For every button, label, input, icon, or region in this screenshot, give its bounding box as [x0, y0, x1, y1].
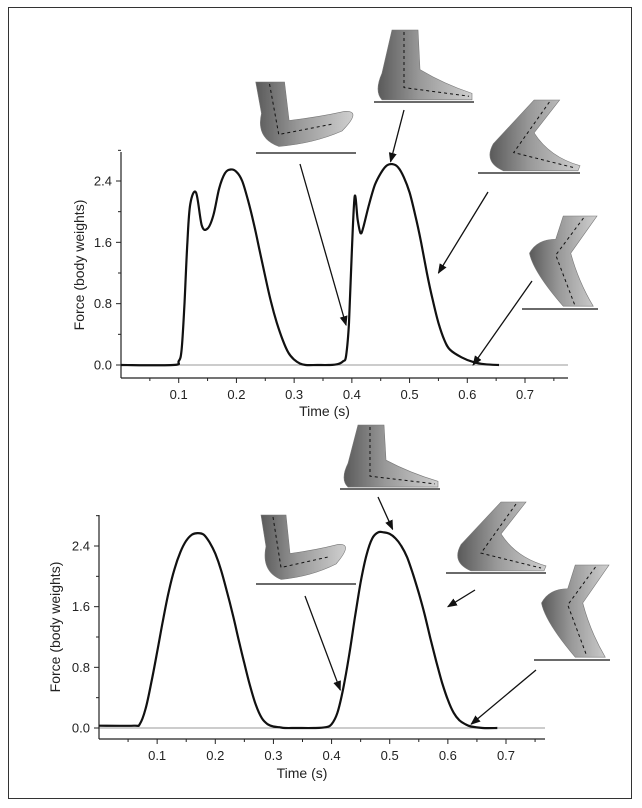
y-tick-label: 0.0 — [94, 358, 112, 373]
foot-silhouette — [489, 99, 581, 172]
foot-silhouette — [377, 29, 473, 101]
x-tick-label: 0.2 — [227, 387, 245, 402]
annotation-arrow — [447, 589, 476, 608]
x-axis-title: Time (s) — [277, 765, 328, 781]
x-tick-label: 0.3 — [264, 748, 282, 763]
foot-posture-image — [446, 501, 547, 574]
chart-1: 0.0 0.8 1.6 2.4 0.1 0.2 0.3 0.4 0.5 0.6 0.7 Time (s… — [71, 109, 568, 419]
y-tick-label: 2.4 — [72, 539, 90, 554]
foot-silhouette — [529, 215, 598, 307]
x-tick-label: 0.7 — [516, 387, 534, 402]
annotation-arrow — [388, 109, 405, 163]
foot-silhouette — [255, 81, 354, 147]
annotation-arrow — [470, 669, 537, 725]
x-tick-label: 0.5 — [401, 387, 419, 402]
foot-posture-image — [340, 424, 440, 490]
foot-posture-image — [534, 564, 610, 661]
y-axis-title: Force (body weights) — [71, 200, 87, 331]
foot-posture-image — [478, 99, 581, 174]
annotation-arrow — [299, 163, 348, 327]
x-tick-label: 0.7 — [497, 748, 515, 763]
y-tick-label: 0.8 — [94, 296, 112, 311]
x-tick-label: 0.4 — [343, 387, 361, 402]
bone-axis-dashed-line — [512, 101, 576, 169]
x-tick-label: 0.6 — [458, 387, 476, 402]
x-tick-label: 0.2 — [206, 748, 224, 763]
foot-posture-image — [255, 81, 356, 154]
x-tick-label: 0.5 — [381, 748, 399, 763]
foot-silhouette — [260, 514, 346, 580]
x-tick-label: 0.1 — [148, 748, 166, 763]
annotation-arrow — [437, 191, 489, 274]
y-tick-label: 2.4 — [94, 174, 112, 189]
x-tick-label: 0.1 — [170, 387, 188, 402]
chart-2: 0.0 0.8 1.6 2.4 0.1 0.2 0.3 0.4 0.5 0.6 0.7 Time (s… — [47, 496, 545, 781]
x-axis-title: Time (s) — [299, 403, 350, 419]
x-tick-label: 0.6 — [439, 748, 457, 763]
foot-silhouette — [343, 424, 439, 488]
annotation-arrow — [304, 595, 341, 692]
foot-silhouette — [457, 501, 547, 572]
annotation-arrow — [472, 280, 533, 366]
force-curve-line — [120, 162, 500, 367]
x-tick-label: 0.3 — [285, 387, 303, 402]
y-tick-label: 1.6 — [72, 599, 90, 614]
y-tick-label: 1.6 — [94, 235, 112, 250]
y-axis-title: Force (body weights) — [47, 562, 63, 693]
x-tick-label: 0.4 — [323, 748, 341, 763]
foot-silhouette — [541, 564, 610, 658]
y-tick-label: 0.0 — [72, 721, 90, 736]
bone-axis-dashed-line — [369, 427, 436, 485]
annotation-arrow — [377, 496, 394, 531]
foot-posture-image — [522, 215, 598, 310]
bone-axis-dashed-line — [403, 32, 470, 97]
bone-axis-dashed-line — [480, 503, 542, 569]
y-tick-label: 0.8 — [72, 660, 90, 675]
foot-posture-image — [256, 514, 356, 585]
foot-posture-image — [374, 29, 474, 103]
force-curve-line — [98, 530, 498, 730]
